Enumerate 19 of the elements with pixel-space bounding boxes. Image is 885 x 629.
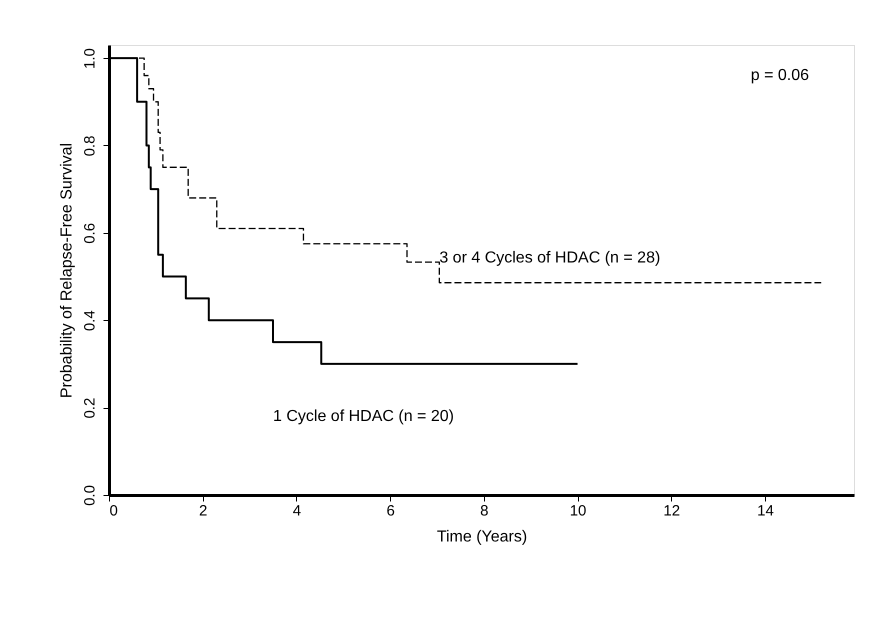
y-tick-label: 0.8 bbox=[82, 136, 98, 156]
text: 1 Cycle of HDAC (n = 20) bbox=[272, 408, 454, 425]
x-tick-label: 6 bbox=[386, 502, 395, 520]
annotation: p = 0.06 bbox=[750, 67, 810, 84]
y-tick-label: 0.2 bbox=[82, 398, 98, 419]
y-tick-label: 0.6 bbox=[82, 222, 98, 244]
x-tick-label: 2 bbox=[199, 502, 208, 520]
x-axis-title: Time (Years) bbox=[436, 528, 528, 546]
series-label: 3 or 4 Cycles of HDAC (n = 28) bbox=[439, 250, 660, 267]
x-tick-label: 8 bbox=[480, 502, 489, 520]
y-axis-title: Probability of Relapse-Free Survival bbox=[58, 142, 76, 398]
x-tick-label: 14 bbox=[757, 502, 774, 520]
y-tick-label: 1.0 bbox=[82, 48, 98, 70]
x-tick-label: 4 bbox=[292, 502, 302, 520]
y-tick-label: 0.4 bbox=[82, 310, 98, 332]
x-tick-label: 10 bbox=[570, 502, 586, 520]
x-tick-label: 12 bbox=[663, 502, 680, 520]
x-tick-label: 0 bbox=[110, 502, 118, 520]
y-tick-label: 0.0 bbox=[82, 485, 98, 506]
